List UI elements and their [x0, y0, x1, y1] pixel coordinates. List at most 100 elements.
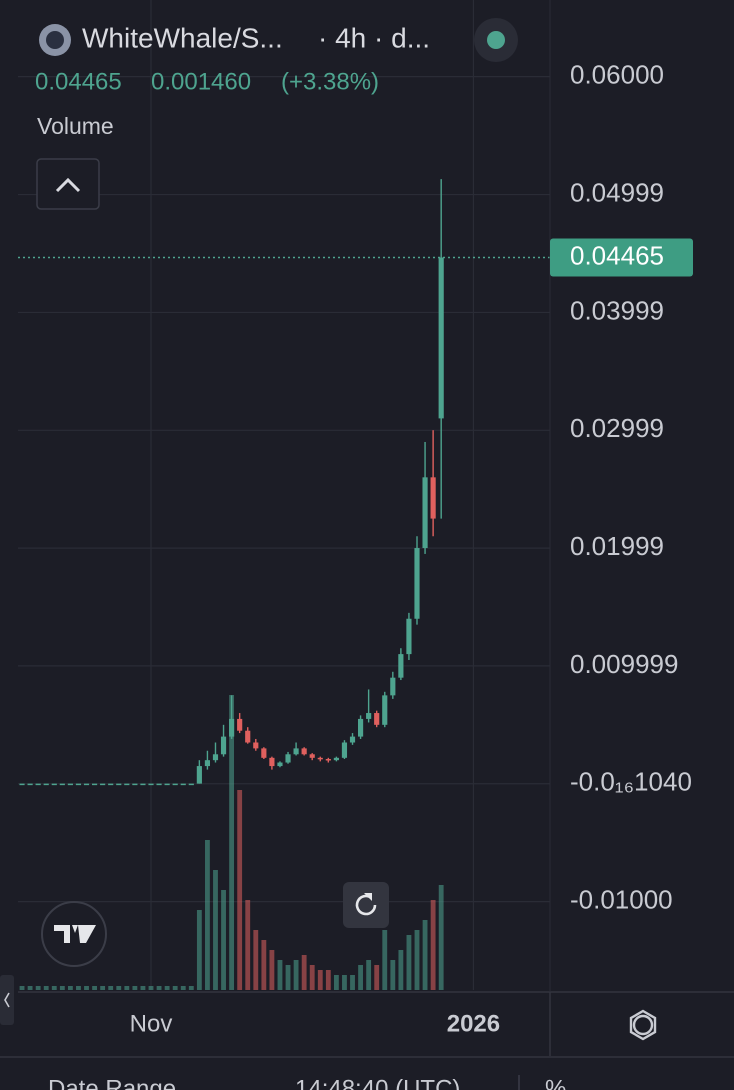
grid	[18, 0, 550, 990]
candle-body	[349, 736, 356, 743]
candle-body	[27, 783, 33, 786]
volume-bar	[358, 965, 363, 990]
candle-body	[245, 730, 251, 743]
last-price-label: 0.04465	[570, 240, 664, 270]
candle-body	[301, 748, 307, 755]
candle-body	[116, 783, 122, 786]
tv-logo-mark	[54, 925, 96, 943]
volume-bar	[67, 986, 73, 990]
volume-bar	[132, 986, 138, 990]
candle-body	[333, 757, 339, 761]
tv-logo[interactable]	[41, 901, 107, 967]
volume-bar	[237, 790, 243, 990]
candle-body	[277, 762, 283, 767]
candle-body	[374, 713, 380, 725]
volume-bar	[148, 986, 154, 990]
y-tick-label: 0.009999	[570, 649, 678, 679]
volume-bar	[317, 970, 323, 990]
settings-icon[interactable]	[632, 1014, 654, 1036]
volume-bar	[213, 870, 218, 990]
volume-bar	[277, 960, 283, 990]
volume-bar	[43, 986, 49, 990]
volume-bar	[100, 986, 106, 990]
interval[interactable]: · 4h · d...	[318, 22, 430, 53]
volume-bar	[301, 955, 307, 990]
volume-label: Volume	[37, 113, 114, 139]
volume-bar	[229, 695, 235, 990]
symbol-title[interactable]: WhiteWhale/S...	[82, 22, 283, 53]
volume-bar	[438, 885, 444, 990]
candle-body	[414, 548, 420, 619]
x-tick-label: Nov	[130, 1010, 173, 1037]
candle-body	[67, 783, 73, 786]
candle-body	[124, 783, 130, 786]
candle-body	[91, 783, 98, 786]
candle-body	[309, 754, 315, 758]
reset-icon	[355, 894, 377, 916]
volume-bar	[390, 960, 396, 990]
candle-body	[229, 718, 235, 737]
volume-pane	[19, 695, 444, 990]
percent-toggle[interactable]: %	[545, 1075, 566, 1090]
volume-bar	[414, 930, 420, 990]
candle-body	[317, 757, 323, 760]
volume-bar	[285, 965, 291, 990]
candle-body	[19, 783, 25, 786]
volume-bar	[366, 960, 372, 990]
candle-body	[59, 783, 65, 786]
candle-body	[398, 654, 404, 678]
candle-body	[341, 742, 348, 758]
volume-bar	[76, 986, 81, 990]
reset-arrow	[364, 893, 372, 901]
volume-bar	[140, 986, 146, 990]
change: 0.001460	[151, 68, 251, 95]
candle-body	[366, 713, 372, 719]
volume-bar	[325, 970, 331, 990]
volume-bar	[374, 965, 380, 990]
volume-bar	[59, 986, 65, 990]
candle-body	[148, 783, 154, 786]
candle-body	[140, 783, 146, 786]
volume-bar	[51, 986, 57, 990]
y-tick-label: 0.04999	[570, 177, 664, 207]
candle-body	[357, 718, 364, 737]
candles	[19, 179, 444, 786]
volume-bar	[35, 986, 41, 990]
volume-bar	[27, 986, 33, 990]
y-tick-label: 0.01999	[570, 531, 664, 561]
candle-body	[325, 759, 331, 761]
candle-body	[422, 477, 428, 549]
side-tab[interactable]	[0, 975, 14, 1025]
volume-bar	[180, 986, 186, 990]
candle-body	[35, 783, 41, 786]
volume-bar	[172, 986, 178, 990]
volume-bar	[261, 940, 267, 990]
side-tab-arrow	[4, 992, 10, 1008]
volume-bar	[309, 965, 315, 990]
candle-body	[132, 783, 138, 786]
candle-body	[188, 783, 194, 786]
volume-bar	[221, 890, 226, 990]
price: 0.04465	[35, 68, 122, 95]
token-icon-inner	[46, 31, 64, 49]
candle-body	[269, 757, 275, 767]
candle-body	[75, 783, 82, 786]
candle-body	[212, 754, 219, 761]
candle-body	[438, 257, 444, 419]
volume-bar	[92, 986, 97, 990]
reset-button[interactable]	[343, 882, 389, 928]
volume-bar	[245, 900, 251, 990]
y-tick-label: -0.0₁₆1040	[570, 767, 692, 797]
candle-body	[237, 718, 243, 731]
candle-body	[83, 783, 90, 786]
date-range[interactable]: Date Range	[48, 1075, 176, 1090]
volume-bar	[269, 950, 275, 990]
volume-bar	[333, 975, 339, 990]
candle-body	[196, 766, 202, 784]
candle-body	[390, 677, 396, 696]
candle-body	[164, 783, 170, 786]
candle-body	[406, 618, 412, 655]
collapse-button[interactable]	[36, 158, 100, 210]
candle-body	[180, 783, 186, 786]
